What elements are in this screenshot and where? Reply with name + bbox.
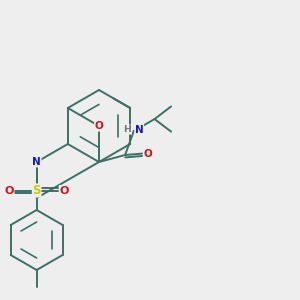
Text: N: N [135, 124, 144, 134]
Text: O: O [143, 148, 152, 158]
Text: N: N [32, 157, 41, 167]
Text: S: S [32, 184, 41, 197]
Text: H: H [123, 125, 131, 134]
Text: O: O [94, 121, 103, 131]
Text: O: O [4, 185, 14, 196]
Text: O: O [60, 185, 69, 196]
